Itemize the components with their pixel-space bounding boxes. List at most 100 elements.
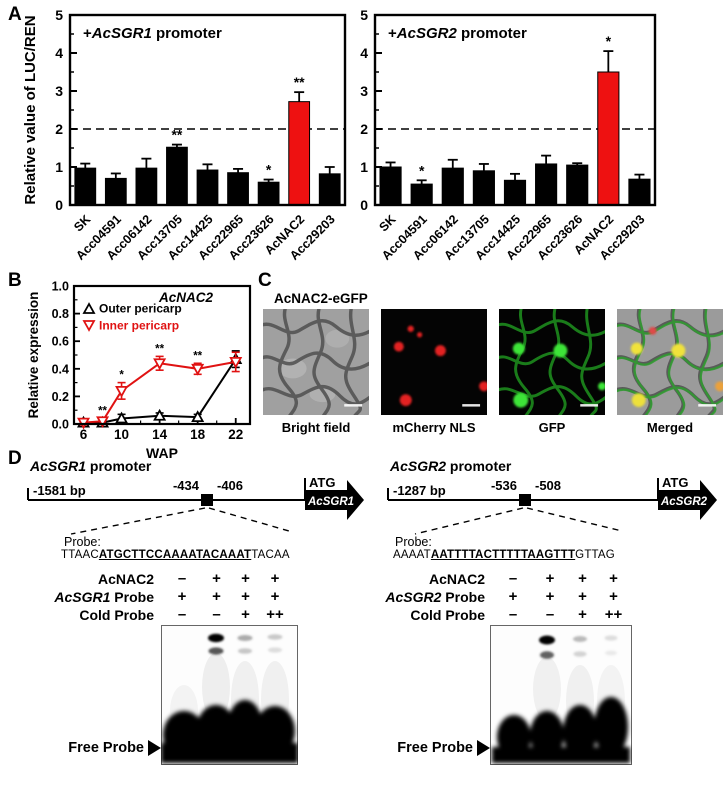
significance-label: * [266,162,272,178]
bar-AcNAC2 [597,71,620,206]
emsa-symbol-r0c3: + [270,570,280,587]
promoter-diagram-acsgr1: -1581 bp -434 -406 ATG AcSGR1 [27,475,364,535]
probe-prefix: AAAAT [393,549,431,561]
legend-marker [82,302,96,314]
x-tick-label: 22 [228,427,243,442]
gel-free-probe-mass [161,700,298,763]
bar-Acc04591 [104,177,127,206]
promoter-length-label: -1581 bp [33,483,86,498]
significance-label: ** [155,343,164,355]
free-probe-label: Free Probe [397,740,473,756]
probe-sequence: AAAATAATTTTACTTTTTAAGTTTGTTAG [393,549,615,561]
bar-Acc04591 [410,183,433,206]
caption-bright-field: Bright field [281,420,351,435]
promoter-section-acsgr1: AcSGR1 promoter -1581 bp -434 -406 ATG AcSGR… [25,458,364,800]
binding-site-end: -508 [535,478,561,493]
plot-frame [373,13,657,207]
bar-Acc06142 [441,167,464,206]
plot-frame [68,13,347,207]
emsa-symbol-r1c2: + [241,588,250,605]
binding-site-start: -434 [173,478,200,493]
promoter-title-suffix: promoter [86,458,152,474]
y-tick-label: 1 [360,159,368,175]
probe-sequence: TTAACATGCTTCCAAAATACAAATTACAA [61,549,290,561]
caption-mcherry: mCherry NLS [392,420,476,435]
emsa-symbol-r2c1: – [545,606,555,623]
free-probe-pointer: Free Probe [385,740,490,756]
marker-triangle-down [115,385,129,398]
emsa-symbol-r1c2: + [578,588,587,605]
gel-shift-bands [539,635,618,659]
chart-title: +AcSGR2 promoter [388,25,527,42]
bright-field-image [263,309,369,415]
legend-label: Inner pericarp [99,319,179,333]
bar-AcNAC2 [288,101,311,206]
bar-chart-acsgr1-promoter: 012345SKAcc04591Acc06142**Acc13705Acc144… [22,7,347,263]
y-tick-label: 0 [360,197,368,213]
microscopy-merged: Merged [617,309,723,435]
marker-triangle-down [191,363,205,376]
panel-b-label: B [8,270,22,291]
emsa-symbol-r2c2: + [578,606,587,623]
emsa-symbol-r2c0: – [177,606,187,623]
arrowhead-icon [477,740,490,756]
marker-triangle-down [153,358,167,371]
y-axis-label: Relative expression [26,292,41,419]
free-probe-pointer: Free Probe [25,740,161,756]
probe-label: Probe: [395,535,432,549]
marker-triangle-up [115,411,129,424]
significance-label: ** [294,74,305,90]
free-probe-label: Free Probe [68,740,144,756]
probe-label: Probe: [64,535,101,549]
emsa-symbol-r0c0: – [177,570,187,587]
emsa-symbol-r2c0: – [508,606,518,623]
binding-site-end: -406 [217,478,243,493]
emsa-symbol-r0c3: + [609,570,618,587]
emsa-symbol-r0c1: + [545,570,555,587]
zoom-dash-left [414,507,524,535]
bar-chart-acsgr2-promoter: 012345SK*Acc04591Acc06142Acc13705Acc1442… [360,7,657,263]
chart-title: AcNAC2 [158,290,214,305]
emsa-symbol-r2c3: ++ [266,606,284,623]
promoter-title: AcSGR2 promoter [390,458,511,474]
zoom-dash-right [208,507,290,532]
y-tick-label: 0.4 [52,362,69,376]
gene-name: AcSGR1 [54,589,111,605]
y-tick-label: 3 [55,83,63,99]
bar-Acc14425 [196,169,219,206]
x-tick-label: 14 [152,427,168,442]
emsa-symbol-r1c1: + [212,588,221,605]
x-axis-label: WAP [146,445,178,461]
gel-free-probe-mass [492,697,630,763]
gel-shift-bands [208,633,283,655]
atg-label: ATG [309,475,335,490]
significance-label: * [419,162,425,178]
microscopy-mcherry: mCherry NLS [381,309,487,435]
emsa-symbol-r0c1: + [212,570,221,587]
y-tick-label: 0.2 [52,390,69,404]
bar-SK [74,167,97,206]
legend-marker [82,320,96,332]
emsa-symbol-r2c2: + [241,606,250,623]
promoter-title: AcSGR1 promoter [30,458,151,474]
y-tick-label: 3 [360,83,368,99]
promoter-title-suffix: promoter [446,458,512,474]
emsa-gel-acsgr1 [161,625,298,765]
emsa-symbol-r2c3: ++ [604,606,623,623]
bar-Acc29203 [318,173,341,206]
caption-merged: Merged [646,420,694,435]
y-tick-label: 2 [360,121,368,137]
emsa-row-label: AcNAC2 [428,571,485,587]
scale-bar [698,404,717,407]
promoter-length-label: -1287 bp [393,483,446,498]
significance-label: ** [171,127,182,143]
microscopy-gfp: GFP [499,309,605,435]
y-tick-label: 4 [360,45,368,61]
emsa-symbol-r1c3: + [270,588,280,605]
y-tick-label: 0.6 [52,335,69,349]
line-chart-acnac2-expression: 0.00.20.40.60.81.06 10 14 18 22*******AcNAC2… [26,281,252,461]
significance-label: * [606,33,612,49]
y-axis-label: Relative value of LUC/REN [22,15,39,204]
promoter-diagram-acsgr2: -1287 bp -536 -508 ATG AcSGR2 [387,475,717,535]
x-category-label: SK [71,212,93,234]
